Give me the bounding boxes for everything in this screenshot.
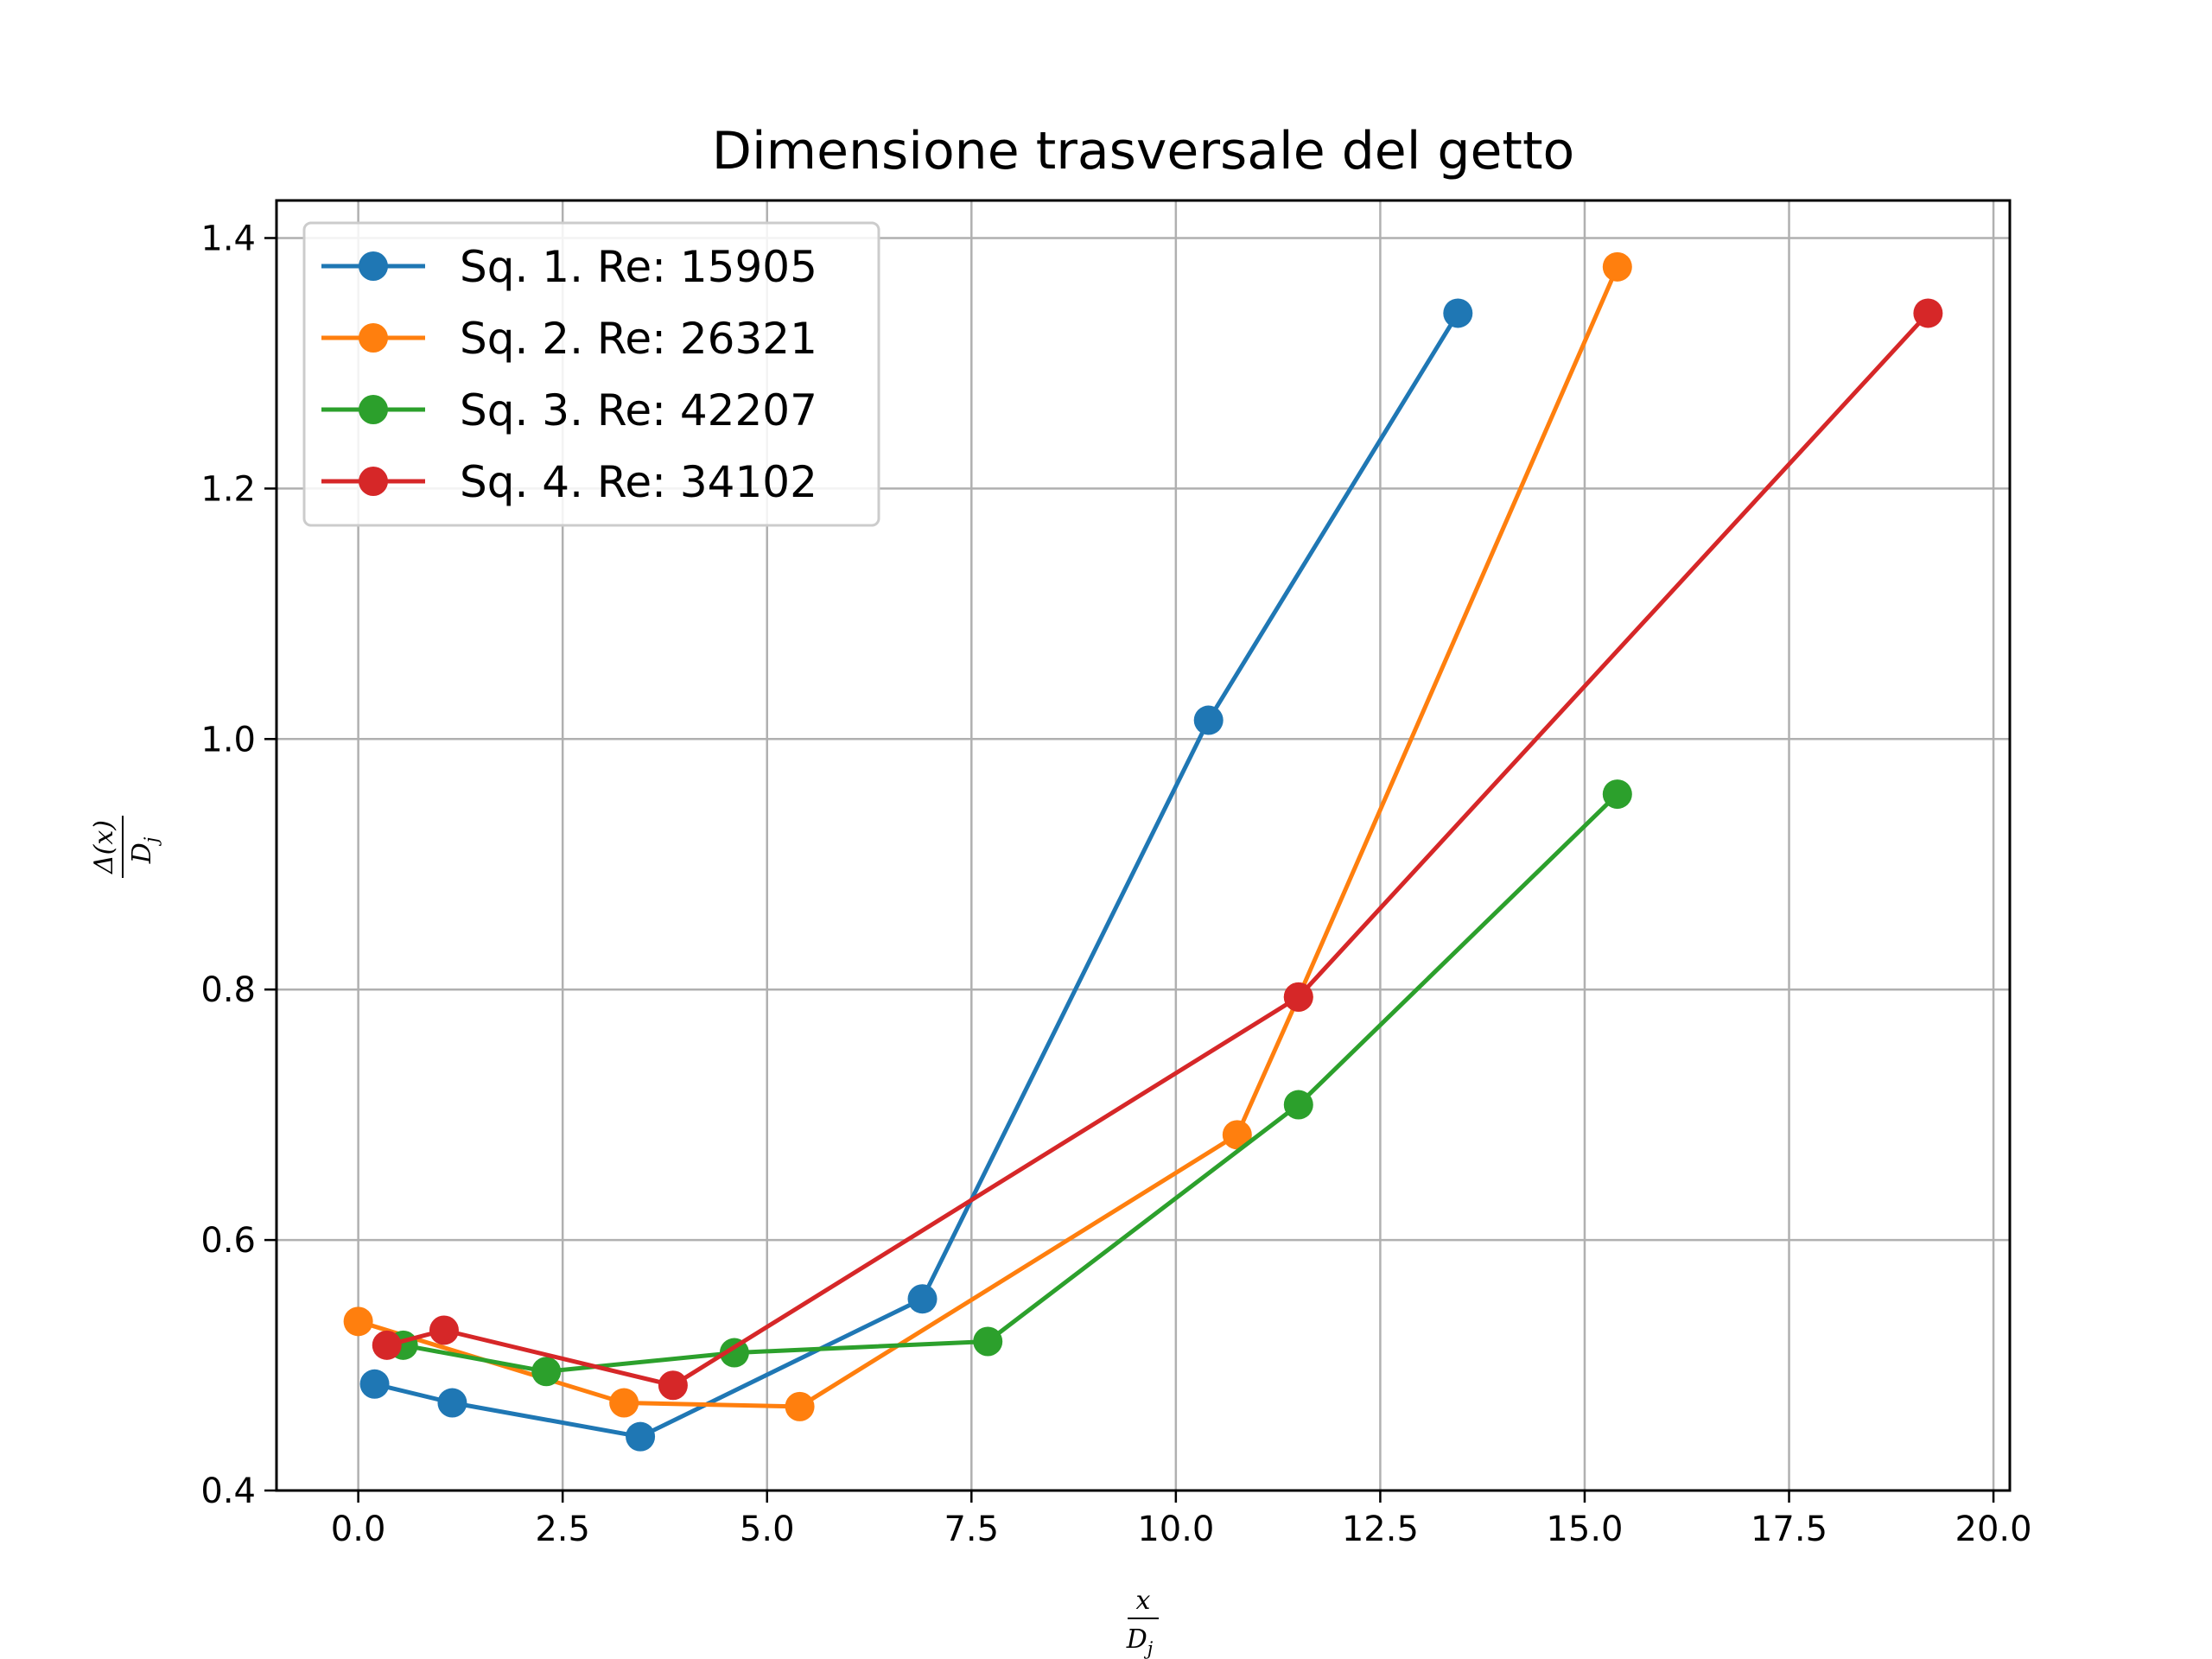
data-point: [719, 1338, 749, 1368]
x-tick-label: 10.0: [1137, 1510, 1214, 1549]
legend-label: Sq. 1. Re: 15905: [460, 242, 817, 292]
axis-ticks: 0.0 2.5 5.0 7.5 10.0 12.5 15.0 17.5 20.0 0.4 0.6 0.…: [200, 219, 2031, 1549]
x-tick-label: 2.5: [535, 1510, 590, 1549]
x-axis-label: x Dj: [1126, 1586, 1159, 1659]
legend-label: Sq. 4. Re: 34102: [460, 457, 817, 507]
legend-marker: [359, 395, 388, 424]
x-tick-label: 0.0: [331, 1510, 386, 1549]
y-tick-label: 1.0: [200, 720, 256, 760]
data-point: [1283, 982, 1313, 1012]
legend: Sq. 1. Re: 15905 Sq. 2. Re: 26321 Sq. 3. R…: [302, 221, 880, 527]
data-point: [1193, 705, 1224, 735]
legend-entry: Sq. 2. Re: 26321: [321, 314, 817, 364]
legend-entry: Sq. 4. Re: 34102: [321, 457, 817, 507]
data-point: [973, 1326, 1003, 1357]
x-tick-label: 15.0: [1546, 1510, 1623, 1549]
y-tick-label: 1.4: [200, 219, 256, 258]
data-point: [1283, 1090, 1313, 1120]
y-tick-label: 0.8: [200, 970, 256, 1010]
data-point: [785, 1391, 815, 1421]
series-4: [372, 298, 1943, 1401]
data-point: [626, 1421, 656, 1452]
data-point: [1443, 298, 1473, 328]
plot-series: [343, 251, 1943, 1452]
data-point: [343, 1306, 373, 1337]
legend-marker: [359, 251, 388, 281]
legend-entry: Sq. 3. Re: 42207: [321, 385, 817, 435]
series-1: [359, 298, 1473, 1452]
x-tick-label: 17.5: [1751, 1510, 1827, 1549]
series-line: [403, 792, 1619, 1374]
data-point: [437, 1388, 467, 1418]
data-point: [531, 1357, 562, 1387]
data-point: [658, 1370, 688, 1401]
legend-label: Sq. 2. Re: 26321: [460, 314, 817, 364]
series-line: [357, 265, 1620, 1409]
chart-title: Dimensione trasversale del getto: [712, 121, 1574, 181]
legend-entry: Sq. 1. Re: 15905: [321, 242, 817, 292]
data-point: [429, 1315, 459, 1345]
data-point: [372, 1330, 402, 1360]
data-point: [1913, 298, 1943, 328]
x-axis-label-numerator: x: [1136, 1586, 1151, 1616]
x-tick-label: 5.0: [740, 1510, 795, 1549]
legend-marker: [359, 323, 388, 353]
legend-label: Sq. 3. Re: 42207: [460, 385, 817, 435]
y-axis-label: Δ(x) Dj: [89, 816, 162, 878]
legend-marker: [359, 467, 388, 496]
y-tick-label: 1.2: [200, 469, 256, 509]
y-axis-label-numerator: Δ(x): [89, 820, 119, 874]
data-point: [1602, 251, 1632, 282]
plot-frame: [275, 199, 2012, 1492]
data-point: [609, 1388, 639, 1418]
y-axis-label-denominator: Dj: [127, 836, 162, 864]
series-3: [388, 779, 1632, 1387]
y-tick-label: 0.6: [200, 1221, 256, 1261]
y-tick-label: 0.4: [200, 1471, 256, 1511]
data-point: [1222, 1120, 1252, 1150]
data-point: [907, 1284, 938, 1314]
data-point: [359, 1369, 390, 1399]
x-tick-label: 20.0: [1955, 1510, 2032, 1549]
legend-box: [302, 221, 880, 527]
x-tick-label: 12.5: [1342, 1510, 1419, 1549]
data-point: [1602, 779, 1632, 810]
x-axis-label-denominator: Dj: [1126, 1624, 1154, 1659]
x-tick-label: 7.5: [944, 1510, 999, 1549]
